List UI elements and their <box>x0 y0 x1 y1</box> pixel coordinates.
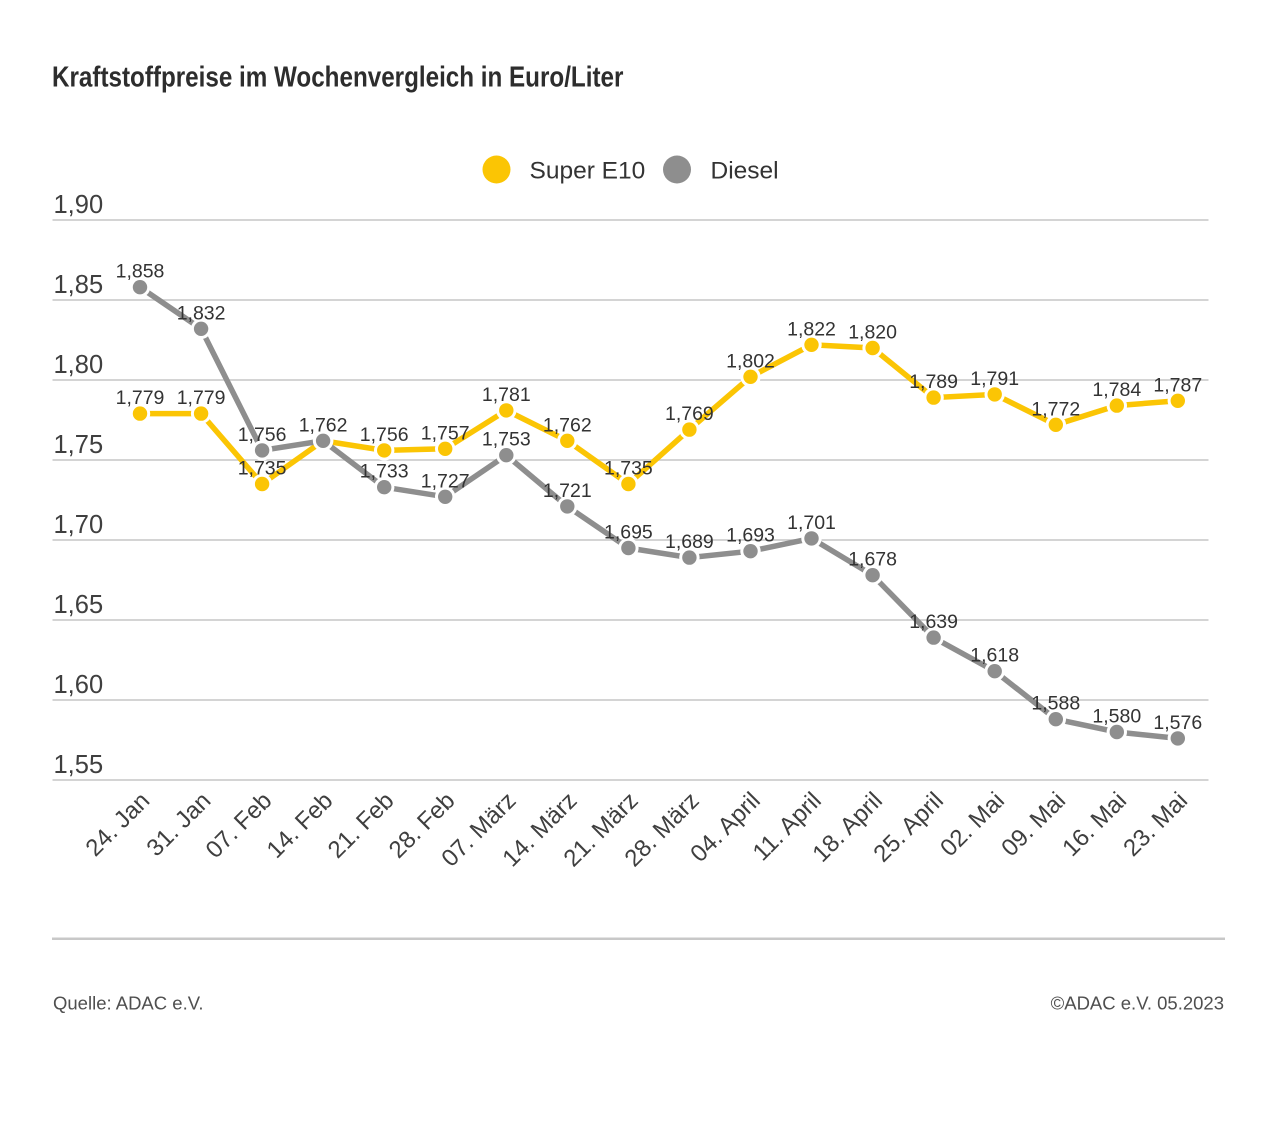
svg-text:1,588: 1,588 <box>1031 693 1080 715</box>
svg-text:1,756: 1,756 <box>360 424 409 446</box>
svg-text:1,85: 1,85 <box>54 271 104 299</box>
svg-text:1,789: 1,789 <box>909 371 958 393</box>
svg-text:1,756: 1,756 <box>238 424 287 446</box>
svg-text:1,753: 1,753 <box>482 429 531 451</box>
svg-text:1,693: 1,693 <box>726 525 775 547</box>
svg-text:1,721: 1,721 <box>543 480 592 502</box>
svg-text:1,618: 1,618 <box>970 645 1019 667</box>
svg-text:1,90: 1,90 <box>54 191 104 219</box>
svg-text:©ADAC e.V. 05.2023: ©ADAC e.V. 05.2023 <box>1051 993 1224 1014</box>
svg-text:1,733: 1,733 <box>360 461 409 483</box>
svg-text:1,735: 1,735 <box>238 458 287 480</box>
svg-text:1,832: 1,832 <box>177 302 226 324</box>
svg-text:1,772: 1,772 <box>1031 398 1080 420</box>
svg-text:1,820: 1,820 <box>848 322 897 344</box>
svg-text:1,858: 1,858 <box>116 261 165 283</box>
svg-text:1,80: 1,80 <box>54 351 104 379</box>
svg-text:1,781: 1,781 <box>482 384 531 406</box>
svg-text:1,779: 1,779 <box>177 387 226 409</box>
svg-text:1,65: 1,65 <box>54 591 104 619</box>
svg-text:1,791: 1,791 <box>970 368 1019 390</box>
svg-text:Kraftstoffpreise im Wochenverg: Kraftstoffpreise im Wochenvergleich in E… <box>52 61 623 93</box>
svg-text:1,787: 1,787 <box>1153 374 1202 396</box>
svg-text:1,576: 1,576 <box>1153 712 1202 734</box>
svg-text:1,762: 1,762 <box>543 414 592 436</box>
svg-text:1,639: 1,639 <box>909 611 958 633</box>
svg-text:1,60: 1,60 <box>54 671 104 699</box>
svg-text:Quelle: ADAC e.V.: Quelle: ADAC e.V. <box>53 993 203 1014</box>
svg-text:1,802: 1,802 <box>726 350 775 372</box>
svg-text:1,822: 1,822 <box>787 318 836 340</box>
svg-text:1,55: 1,55 <box>54 751 104 779</box>
svg-text:1,580: 1,580 <box>1092 706 1141 728</box>
svg-text:1,727: 1,727 <box>421 470 470 492</box>
svg-text:1,784: 1,784 <box>1092 379 1141 401</box>
svg-text:Diesel: Diesel <box>711 158 779 185</box>
svg-text:1,70: 1,70 <box>54 511 104 539</box>
svg-text:1,695: 1,695 <box>604 522 653 544</box>
svg-text:1,762: 1,762 <box>299 414 348 436</box>
svg-text:1,757: 1,757 <box>421 422 470 444</box>
svg-text:1,701: 1,701 <box>787 512 836 534</box>
svg-text:1,769: 1,769 <box>665 403 714 425</box>
svg-text:1,75: 1,75 <box>54 431 104 459</box>
svg-text:1,678: 1,678 <box>848 549 897 571</box>
svg-text:Super E10: Super E10 <box>530 158 646 185</box>
svg-text:1,689: 1,689 <box>665 531 714 553</box>
svg-text:1,735: 1,735 <box>604 458 653 480</box>
svg-text:1,779: 1,779 <box>116 387 165 409</box>
